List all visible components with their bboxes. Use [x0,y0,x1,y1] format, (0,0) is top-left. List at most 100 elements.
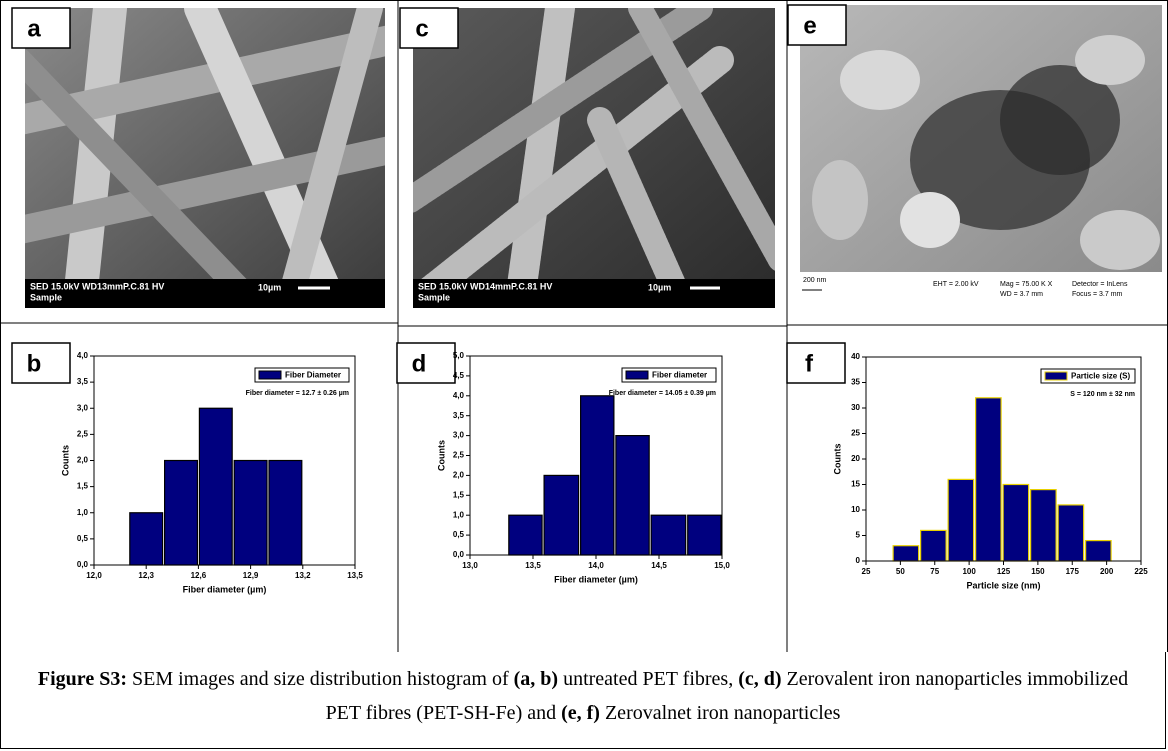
y-tick-label: 20 [851,454,860,463]
sem-info: Mag = 75.00 K X [1000,281,1053,288]
bar [544,475,579,555]
x-tick-label: 100 [962,567,976,576]
x-tick-label: 13,5 [525,561,541,570]
y-tick-label: 4,0 [453,391,465,400]
y-tick-label: 0,5 [77,534,89,543]
x-axis-label: Fiber diameter (µm) [183,584,267,594]
legend-label: Fiber Diameter [285,371,341,380]
bar [688,515,721,555]
y-tick-label: 3,0 [453,431,465,440]
bar [130,513,163,565]
x-tick-label: 125 [997,567,1011,576]
panel-label: f [805,350,814,377]
panel-label: e [803,12,816,39]
bar [948,479,974,561]
y-tick-label: 3,5 [453,411,465,420]
x-tick-label: 200 [1100,567,1114,576]
charts: 12,0 12,3 12,6 12,9 13,2 13,5 0,0 0,5 1,0 1,5 2,0 2… [60,351,1148,594]
bar [509,515,542,555]
annotation: S = 120 nm ± 32 nm [1070,391,1135,398]
caption-bold: (e, f) [561,702,600,724]
caption-text: untreated PET fibres, [558,668,738,690]
y-tick-label: 0,0 [77,560,89,569]
x-tick-label: 225 [1134,567,1148,576]
x-tick-label: 12,6 [191,571,207,580]
caption-bold: Figure S3: [38,668,127,690]
y-tick-label: 3,0 [77,403,89,412]
legend-label: Fiber diameter [652,371,707,380]
sem-image [20,8,390,308]
panel-label-box [12,8,70,48]
y-tick-label: 2,5 [77,429,89,438]
y-tick-label: 4,5 [453,371,465,380]
scale-label: 200 nm [803,277,827,284]
scale-label: 10µm [258,282,281,292]
y-tick-label: 4,0 [77,351,89,360]
x-tick-label: 175 [1066,567,1080,576]
y-tick-label: 0,5 [453,530,465,539]
caption-bold: (c, d) [738,668,781,690]
annotation: Fiber diameter = 14.05 ± 0.39 µm [609,390,716,397]
bar [651,515,686,555]
y-tick-label: 2,0 [77,456,89,465]
sem-image [410,8,780,308]
panel-label-box [787,343,845,383]
y-axis-label: Counts [436,440,446,471]
panel-label-box [788,5,846,45]
caption-text: Zerovalnet iron nanoparticles [600,702,840,724]
bar [581,396,614,555]
x-tick-label: 14,0 [588,561,604,570]
y-tick-label: 35 [851,378,860,387]
y-tick-label: 15 [851,480,860,489]
caption-bold: (a, b) [514,668,558,690]
panel-label: d [412,350,427,377]
legend-label: Particle size (S) [1071,372,1130,381]
y-axis-label: Counts [60,445,70,476]
y-tick-label: 1,5 [77,482,89,491]
y-tick-label: 3,5 [77,377,89,386]
sem-info: Sample [30,292,62,302]
bar [616,436,649,555]
y-tick-label: 40 [851,352,860,361]
x-tick-label: 13,2 [295,571,311,580]
x-tick-label: 12,9 [243,571,259,580]
x-tick-label: 50 [896,567,905,576]
y-tick-label: 5 [856,531,861,540]
legend-swatch [626,371,648,379]
y-tick-label: 0 [856,556,861,565]
panel-label: c [415,15,428,42]
x-tick-label: 15,0 [714,561,730,570]
page: aSED 15.0kV WD13mmP.C.81 HVSample10µmcSE… [0,0,1168,751]
y-axis-label: Counts [832,444,842,475]
x-tick-label: 75 [930,567,939,576]
sem-info: Detector = InLens [1072,281,1128,288]
bar [1058,505,1084,561]
sem-info: SED 15.0kV WD13mmP.C.81 HV [30,281,164,291]
x-axis-label: Fiber diameter (µm) [554,574,638,584]
scale-label: 10µm [648,282,671,292]
x-tick-label: 14,5 [651,561,667,570]
legend-swatch [259,371,281,379]
sem-info: Sample [418,292,450,302]
x-tick-label: 12,3 [138,571,154,580]
x-tick-label: 13,5 [347,571,363,580]
annotation: Fiber diameter = 12.7 ± 0.26 µm [246,390,349,397]
panel-label-box [400,8,458,48]
y-tick-label: 1,0 [453,510,465,519]
bar [976,398,1002,561]
y-tick-label: 10 [851,505,860,514]
y-tick-label: 1,5 [453,490,465,499]
sem-info: WD = 3.7 mm [1000,291,1043,298]
x-tick-label: 150 [1031,567,1045,576]
sem-image [800,5,1162,300]
x-axis-label: Particle size (nm) [966,580,1040,590]
bar [1086,541,1112,561]
bar [921,530,947,561]
sem-info: SED 15.0kV WD14mmP.C.81 HV [418,281,552,291]
bar [269,461,302,566]
y-tick-label: 30 [851,403,860,412]
y-tick-label: 2,5 [453,451,465,460]
x-tick-label: 12,0 [86,571,102,580]
panel-label: b [27,350,42,377]
bar [1031,490,1057,561]
